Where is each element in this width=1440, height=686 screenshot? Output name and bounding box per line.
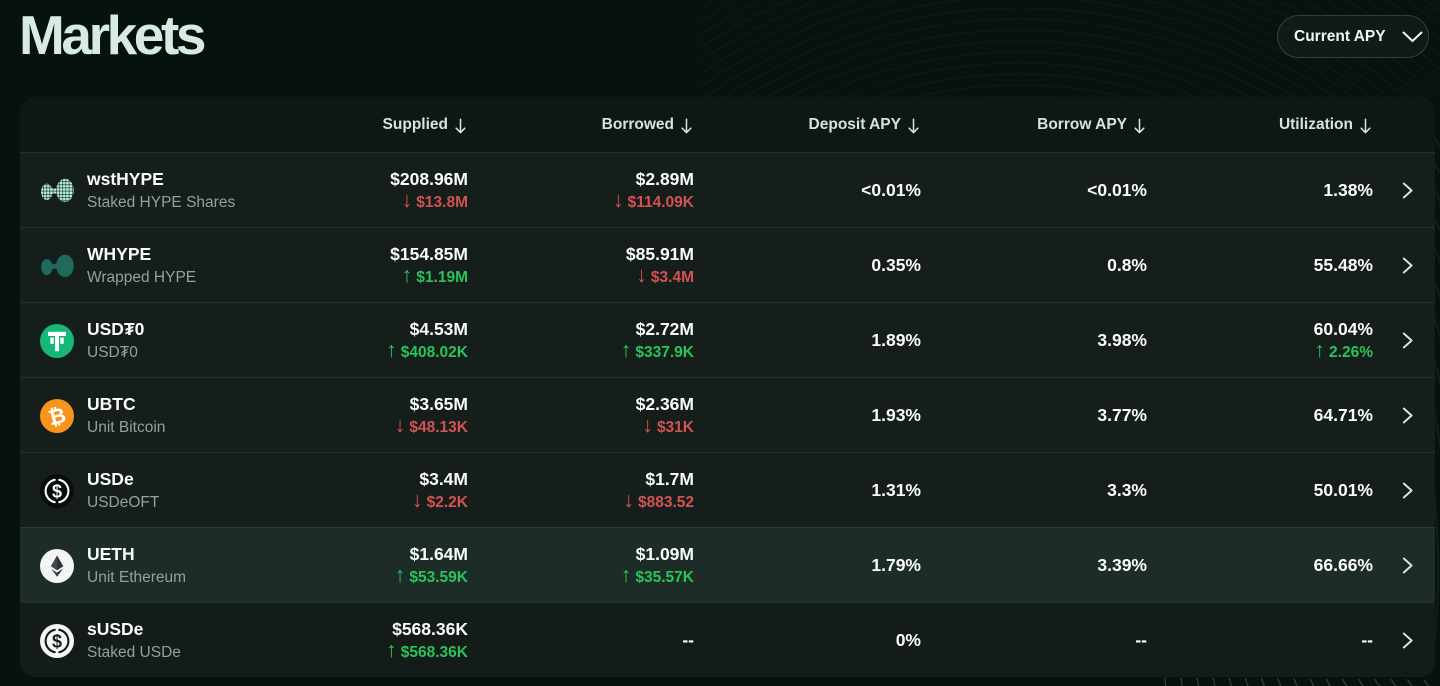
svg-text:₿: ₿	[46, 403, 68, 429]
svg-text:$: $	[52, 631, 62, 651]
svg-text:$: $	[52, 481, 62, 501]
